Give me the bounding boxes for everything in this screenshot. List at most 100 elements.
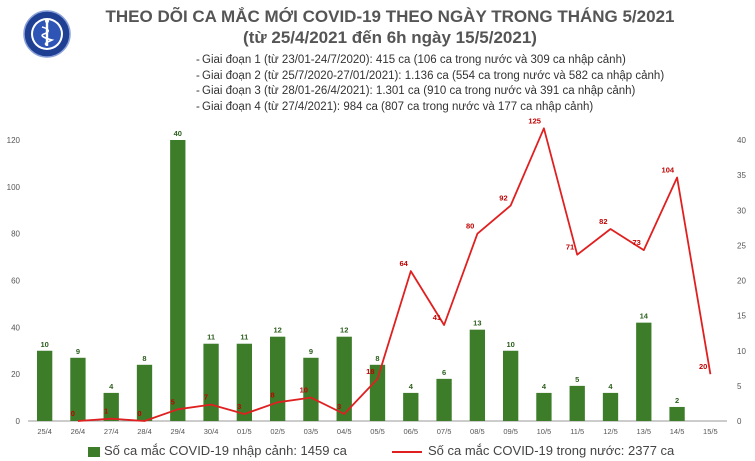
x-tick-label: 07/5 [437,427,452,436]
title-line-1: THEO DÕI CA MẮC MỚI COVID-19 THEO NGÀY T… [105,7,675,26]
line-value-label: 3 [337,402,341,411]
line-value-label: 5 [171,397,175,406]
bar-imported [436,378,452,421]
right-axis-tick-label: 30 [737,206,746,215]
bar-value-label: 10 [506,340,514,349]
line-domestic [77,127,712,422]
legend-item-imported: Số ca mắc COVID-19 nhập cảnh: 1459 ca [88,443,347,458]
x-tick-label: 29/4 [170,427,185,436]
bar-value-label: 9 [309,347,313,356]
right-axis-tick-label: 20 [737,277,746,286]
left-axis-tick-label: 120 [7,136,21,145]
bar-imported [569,385,585,421]
bar-imported [403,392,419,421]
left-axis-tick-label: 80 [11,230,20,239]
bar-value-label: 10 [40,340,48,349]
line-value-label: 0 [137,409,141,418]
bar-value-label: 14 [640,312,649,321]
chart-title: THEO DÕI CA MẮC MỚI COVID-19 THEO NGÀY T… [90,6,690,48]
line-value-label: 92 [499,194,507,203]
bar-imported [70,357,86,421]
left-axis-tick-label: 0 [16,417,21,426]
line-value-label: 1 [104,407,108,416]
legend-bar-swatch [88,446,100,457]
bar-imported [602,392,619,421]
bar-imported [36,350,53,421]
phase-list: - Giai đoạn 1 (từ 23/01-24/7/2020): 415 c… [196,53,664,115]
bar-value-label: 5 [575,375,579,384]
bar-imported [636,322,652,421]
line-value-label: 8 [270,390,274,399]
right-axis-tick-label: 25 [737,241,746,250]
bar-imported [103,392,119,421]
x-tick-label: 11/5 [570,427,584,436]
line-value-label: 0 [71,409,75,418]
x-tick-label: 04/5 [337,427,352,436]
bar-value-label: 11 [240,333,248,342]
right-axis-tick-label: 15 [737,312,746,321]
bar-imported [136,364,153,421]
bar-value-label: 6 [442,368,446,377]
x-tick-label: 26/4 [71,427,86,436]
bar-imported [502,350,519,421]
ministry-of-health-logo [23,10,71,58]
left-axis-tick-label: 40 [11,323,20,332]
right-axis-tick-label: 40 [737,136,746,145]
x-tick-label: 02/5 [270,427,285,436]
bar-imported [669,406,685,421]
x-tick-label: 13/5 [636,427,651,436]
x-tick-label: 03/5 [304,427,319,436]
right-axis-tick-label: 0 [737,417,742,426]
line-value-label: 10 [300,386,308,395]
line-value-label: 3 [237,402,241,411]
phase-item: - Giai đoạn 4 (từ 27/4/2021): 984 ca (807… [196,100,594,113]
bar-value-label: 8 [375,354,379,363]
bar-value-label: 11 [207,333,215,342]
line-value-label: 82 [599,217,607,226]
x-tick-label: 09/5 [503,427,518,436]
legend: Số ca mắc COVID-19 nhập cảnh: 1459 ca Số… [0,443,755,461]
bar-value-label: 4 [409,382,414,391]
right-axis-tick-label: 35 [737,171,746,180]
bar-value-label: 2 [675,396,679,405]
bar-value-label: 4 [608,382,613,391]
bar-imported [469,329,486,421]
x-tick-label: 05/5 [370,427,385,436]
bar-value-label: 40 [174,129,182,138]
line-value-label: 18 [366,367,374,376]
x-tick-label: 28/4 [137,427,152,436]
line-value-label: 41 [433,313,441,322]
line-value-label: 104 [662,165,675,174]
x-tick-label: 30/4 [204,427,219,436]
left-axis-tick-label: 60 [11,277,20,286]
x-tick-label: 15/5 [703,427,718,436]
line-value-label: 73 [632,238,640,247]
x-tick-label: 08/5 [470,427,485,436]
bar-imported [269,336,286,421]
bar-value-label: 12 [273,326,281,335]
bar-value-label: 4 [542,382,547,391]
legend-line-swatch [392,450,422,453]
right-axis-tick-label: 5 [737,382,742,391]
bar-imported [236,343,253,421]
bar-value-label: 8 [142,354,146,363]
x-tick-label: 14/5 [670,427,685,436]
left-axis-tick-label: 100 [7,183,21,192]
x-tick-label: 06/5 [403,427,418,436]
line-value-label: 71 [566,243,574,252]
bar-value-label: 13 [473,319,481,328]
bar-value-label: 12 [340,326,348,335]
legend-item-domestic: Số ca mắc COVID-19 trong nước: 2377 ca [392,443,674,458]
bar-imported [303,357,319,421]
title-line-2: (từ 25/4/2021 đến 6h ngày 15/5/2021) [243,28,537,47]
bar-imported [170,140,186,421]
line-value-label: 64 [399,259,408,268]
line-value-label: 125 [528,116,541,125]
x-tick-label: 25/4 [37,427,52,436]
left-axis-tick-label: 20 [11,370,20,379]
bar-imported [336,336,352,421]
right-axis-tick-label: 10 [737,347,746,356]
x-tick-label: 27/4 [104,427,119,436]
x-tick-label: 12/5 [603,427,618,436]
